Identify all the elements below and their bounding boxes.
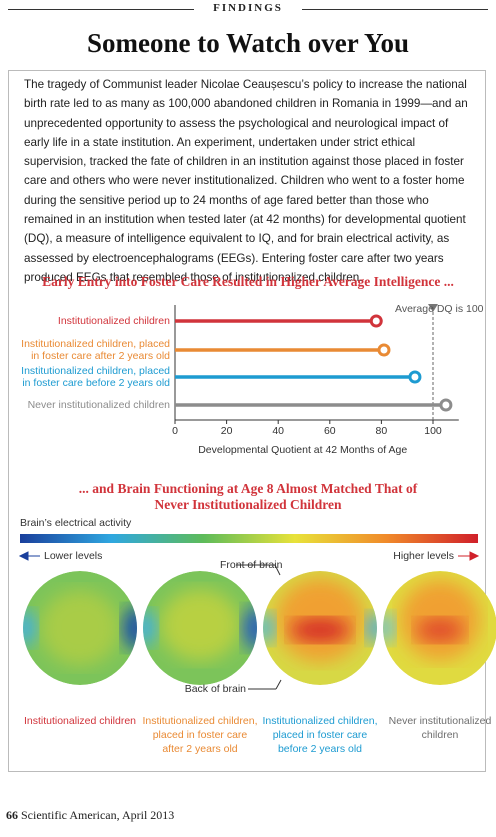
rule bbox=[302, 9, 488, 10]
x-tick-label: 60 bbox=[324, 425, 336, 437]
section-label: FINDINGS bbox=[213, 2, 283, 14]
page-number: 66 bbox=[6, 808, 18, 822]
front-label: Front of brain bbox=[220, 559, 283, 571]
leader-line bbox=[275, 679, 282, 690]
scale-label: Brain’s electrical activity bbox=[20, 517, 132, 529]
dot bbox=[369, 314, 383, 328]
brain-caption: Institutionalized children, placed in fo… bbox=[262, 715, 378, 755]
back-label: Back of brain bbox=[185, 683, 246, 695]
category-label: Institutionalized children, placed in fo… bbox=[21, 365, 170, 389]
arrow bbox=[458, 551, 480, 561]
x-tick-label: 0 bbox=[172, 425, 178, 437]
x-tick-label: 100 bbox=[424, 425, 442, 437]
brain-maps bbox=[23, 564, 496, 690]
title: Someone to Watch over You bbox=[87, 28, 409, 58]
arrow bbox=[18, 551, 40, 561]
footer: 66 Scientific American, April 2013 bbox=[6, 808, 174, 823]
rule bbox=[8, 9, 194, 10]
dot bbox=[377, 343, 391, 357]
low-label: Lower levels bbox=[44, 550, 102, 562]
category-label: Institutionalized children bbox=[57, 315, 170, 327]
reference-marker bbox=[428, 304, 438, 312]
category-label: Institutionalized children, placed in fo… bbox=[21, 338, 170, 362]
brain-caption: Institutionalized children, placed in fo… bbox=[142, 715, 258, 755]
x-tick-label: 80 bbox=[376, 425, 388, 437]
x-tick-label: 40 bbox=[272, 425, 284, 437]
brain-title: ... and Brain Functioning at Age 8 Almos… bbox=[78, 481, 418, 512]
x-tick-label: 20 bbox=[221, 425, 233, 437]
x-axis-label: Developmental Quotient at 42 Months of A… bbox=[198, 444, 407, 456]
chart-title: Early Entry into Foster Care Resulted in… bbox=[42, 274, 454, 289]
brain-caption: Institutionalized children bbox=[23, 715, 137, 727]
body-text: The tragedy of Communist leader Nicolae … bbox=[24, 78, 468, 284]
category-label: Never institutionalized children bbox=[27, 399, 170, 411]
color-scale bbox=[20, 534, 478, 543]
dot bbox=[408, 370, 422, 384]
frame bbox=[8, 70, 486, 772]
high-label: Higher levels bbox=[393, 550, 454, 562]
dot bbox=[439, 398, 453, 412]
reference-label: Average DQ is 100 bbox=[395, 303, 484, 315]
brain-caption: Never institutionalized children bbox=[388, 715, 492, 741]
leader-line bbox=[274, 564, 281, 576]
source: Scientific American, April 2013 bbox=[21, 808, 175, 822]
